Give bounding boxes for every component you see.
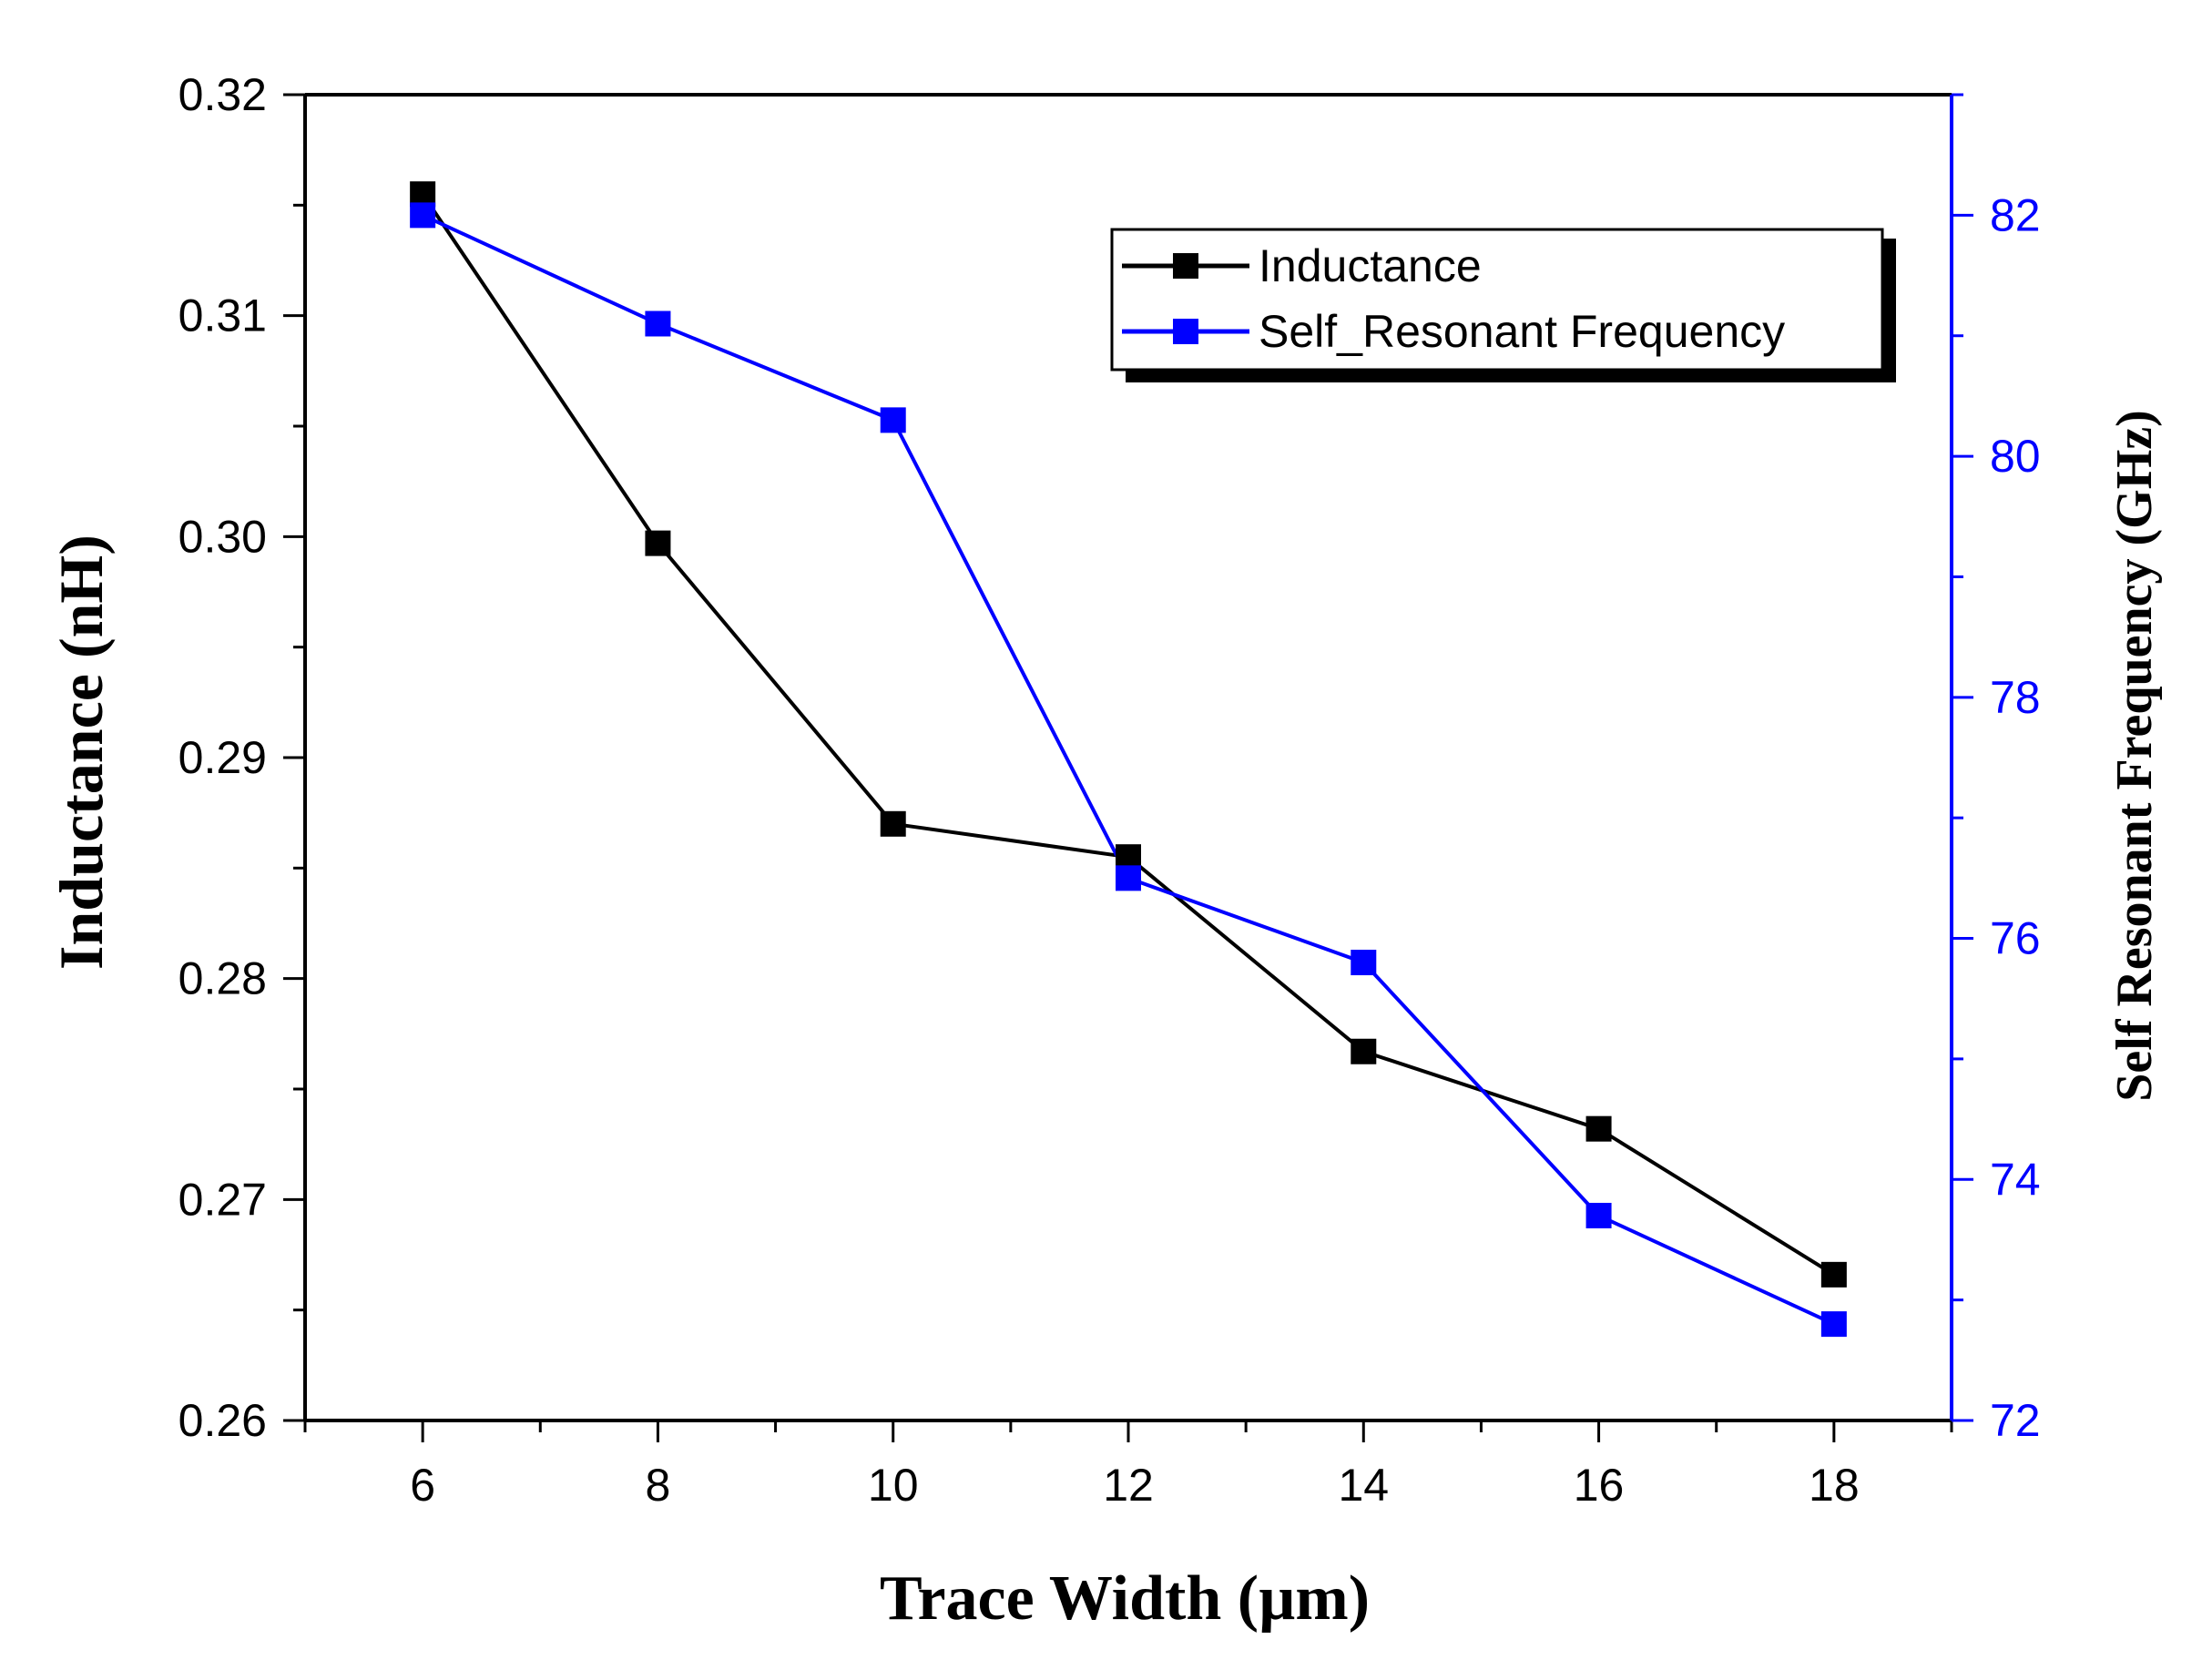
data-point-srf <box>1585 1202 1612 1228</box>
y2-tick-label: 76 <box>1990 913 2041 964</box>
data-point-srf <box>1116 865 1141 891</box>
series-markers <box>410 181 1847 1338</box>
data-point-srf <box>1351 950 1377 976</box>
x-tick-label: 10 <box>868 1460 919 1511</box>
data-point-inductance <box>1351 1038 1377 1064</box>
x-tick-label: 6 <box>410 1460 435 1511</box>
y-tick-label: 0.32 <box>178 69 267 120</box>
y2-tick-label: 74 <box>1990 1154 2041 1205</box>
legend-label-inductance: Inductance <box>1259 240 1482 291</box>
y-tick-label: 0.27 <box>178 1174 267 1225</box>
plot-frame <box>303 93 1953 1422</box>
x-tick-label: 18 <box>1809 1460 1860 1511</box>
data-point-srf <box>410 202 436 229</box>
x-tick-label: 8 <box>646 1460 671 1511</box>
y-tick-label: 0.31 <box>178 290 267 341</box>
y2-tick-label: 78 <box>1990 672 2041 723</box>
data-point-inductance <box>1585 1115 1612 1142</box>
y-tick-label: 0.30 <box>178 511 267 562</box>
x-axis-title: Trace Width (µm) <box>880 1563 1370 1634</box>
legend: Inductance Self_Resonant Frequency <box>1110 228 1896 382</box>
data-point-srf <box>880 407 906 433</box>
data-point-inductance <box>645 530 671 556</box>
y-tick-label: 0.29 <box>178 732 267 783</box>
axis-ticks: 6 8 10 12 14 16 18 0.26 0.27 0.28 0.29 0.30 0.31 0.32… <box>178 69 2041 1511</box>
x-tick-label: 16 <box>1574 1460 1625 1511</box>
legend-marker-srf <box>1173 319 1198 344</box>
y2-tick-label: 80 <box>1990 431 2041 482</box>
y-axis-title: Inductance (nH) <box>46 535 116 970</box>
data-point-inductance <box>1820 1261 1847 1288</box>
x-tick-label: 14 <box>1338 1460 1389 1511</box>
y-tick-label: 0.26 <box>178 1395 267 1446</box>
data-point-inductance <box>880 810 906 837</box>
data-point-srf <box>1820 1311 1847 1338</box>
y2-axis-title: Self Resonant Frequency (GHz) <box>2106 410 2163 1102</box>
legend-label-srf: Self_Resonant Frequency <box>1259 306 1785 357</box>
data-point-srf <box>645 311 671 337</box>
x-tick-label: 12 <box>1103 1460 1154 1511</box>
legend-box <box>1110 228 1884 372</box>
legend-marker-inductance <box>1173 253 1198 279</box>
y2-tick-label: 82 <box>1990 189 2041 240</box>
y-tick-label: 0.28 <box>178 953 267 1004</box>
y2-tick-label: 72 <box>1990 1395 2041 1446</box>
